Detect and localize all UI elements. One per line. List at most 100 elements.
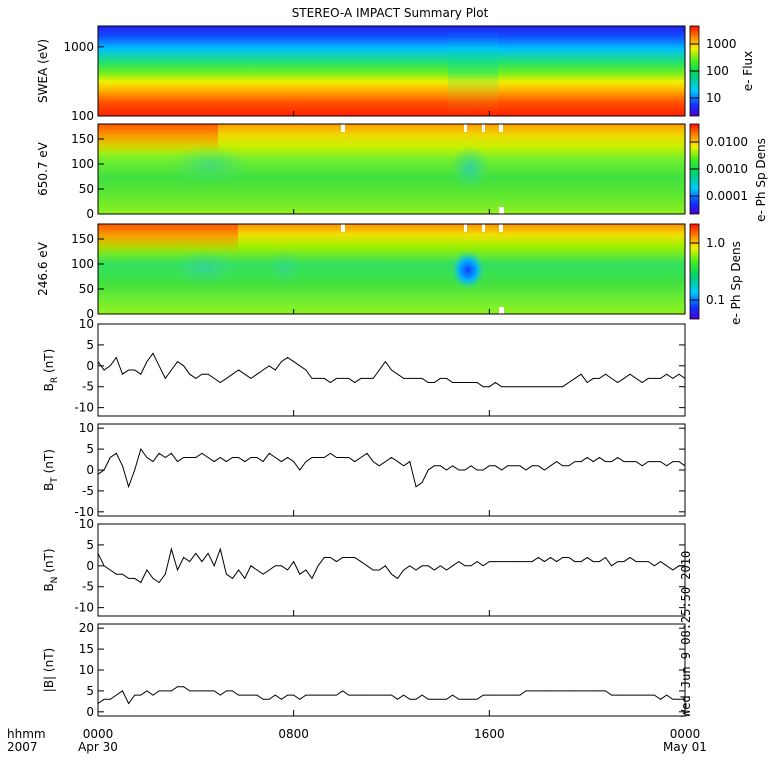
time-tick-label: 1600 (474, 727, 505, 741)
bmag-data-point (684, 698, 686, 700)
br-data-point (195, 378, 197, 379)
bn-data-point (140, 582, 142, 583)
bmag-data-point (544, 690, 545, 692)
bn-data-point (378, 569, 380, 571)
bt-data-point (256, 457, 258, 458)
bn-data-point (403, 569, 405, 571)
bn-data-point (409, 565, 411, 567)
br-data-point (672, 378, 674, 379)
bmag-data-point (562, 690, 564, 692)
y-tick-label: 5 (86, 442, 94, 456)
bmag-data-point (158, 690, 160, 692)
bmag-data-point (495, 694, 496, 696)
bt-data-point (342, 457, 343, 458)
y-tick-label: 10 (79, 421, 94, 435)
bmag-data-point (103, 698, 105, 700)
pad246-depletion-blob (450, 250, 486, 290)
bt-data-point (421, 482, 423, 483)
bn-data-point (183, 557, 185, 558)
bt-data-point (164, 457, 166, 458)
bt-data-point (330, 452, 331, 454)
bt-data-point (501, 469, 502, 471)
br-data-point (599, 378, 600, 379)
bmag-data-point (226, 690, 227, 692)
bn-data-point (421, 565, 423, 567)
br-data-point (495, 382, 496, 383)
pad650-data-gap (482, 124, 485, 132)
time-axis-row-label-1: hhmm (7, 727, 46, 741)
bt-data-point (495, 465, 496, 467)
br-data-point (617, 382, 619, 383)
bt-data-point (195, 457, 197, 458)
y-tick-label: -10 (74, 601, 94, 615)
br-data-point (415, 378, 417, 379)
y-tick-label: 15 (79, 642, 94, 656)
bn-data-point (122, 573, 123, 575)
y-tick-label: 0 (86, 705, 94, 719)
bmag-data-point (293, 694, 295, 696)
bn-data-point (262, 573, 264, 575)
bt-data-point (158, 452, 160, 454)
bn-data-point (158, 582, 160, 583)
bt-data-point (635, 461, 637, 462)
pad246-y-label: 246.6 eV (36, 241, 50, 296)
br-frame (97, 323, 686, 417)
swea-colorbar-label: e- Flux (741, 51, 755, 91)
br-data-point (458, 382, 460, 383)
colorbar-tick-label: 1.0 (706, 236, 725, 250)
bt-data-point (433, 465, 435, 467)
bt-data-point (641, 465, 643, 467)
br-data-point (574, 378, 576, 379)
bmag-data-point (568, 690, 570, 692)
bmag-data-point (678, 698, 680, 700)
y-tick-label: 5 (86, 684, 94, 698)
bmag-data-point (427, 698, 429, 700)
bn-data-point (458, 561, 460, 562)
date-tick-label: Apr 30 (78, 740, 118, 754)
bt-data-point (299, 469, 301, 471)
br-data-point (128, 369, 130, 371)
bn-data-point (470, 565, 472, 567)
bn-data-point (195, 552, 197, 554)
pad650-colorbar-label: e- Ph Sp Dens (754, 138, 768, 222)
bn-data-point (311, 578, 313, 579)
bn-data-point (171, 548, 172, 550)
br-data-point (409, 378, 411, 379)
br-data-point (299, 365, 301, 367)
br-data-point (97, 361, 99, 362)
bmag-data-point (464, 698, 466, 700)
bmag-data-point (537, 690, 539, 692)
bt-data-point (140, 448, 142, 450)
bn-data-point (599, 561, 600, 562)
bn-data-point (550, 557, 551, 558)
br-data-point (519, 386, 521, 388)
bt-data-point (115, 452, 117, 454)
br-data-point (586, 382, 588, 383)
bt-data-point (317, 457, 319, 458)
bn-data-point (115, 573, 117, 575)
bn-data-point (305, 569, 307, 571)
br-data-point (201, 373, 203, 375)
bt-data-point (629, 461, 631, 462)
pad650-y-axis: 150 100 50 0 (71, 132, 104, 221)
bmag-data-point (262, 698, 264, 700)
br-data-point (336, 378, 337, 379)
pad246-colorbar (689, 223, 700, 320)
bmag-data-point (617, 694, 619, 696)
bmag-data-point (238, 694, 240, 696)
bmag-data-point (109, 698, 111, 700)
br-data-point (366, 378, 368, 379)
bmag-data-point (354, 694, 356, 696)
bn-data-point (146, 569, 148, 571)
bn-data-point (641, 561, 643, 562)
br-data-point (140, 373, 142, 375)
bmag-data-point (317, 694, 319, 696)
y-tick-label: 20 (79, 621, 94, 635)
bn-data-point (250, 565, 252, 567)
bmag-data-point (305, 694, 307, 696)
br-data-point (580, 373, 582, 375)
bt-data-point (611, 461, 612, 462)
bt-data-point (128, 486, 130, 488)
